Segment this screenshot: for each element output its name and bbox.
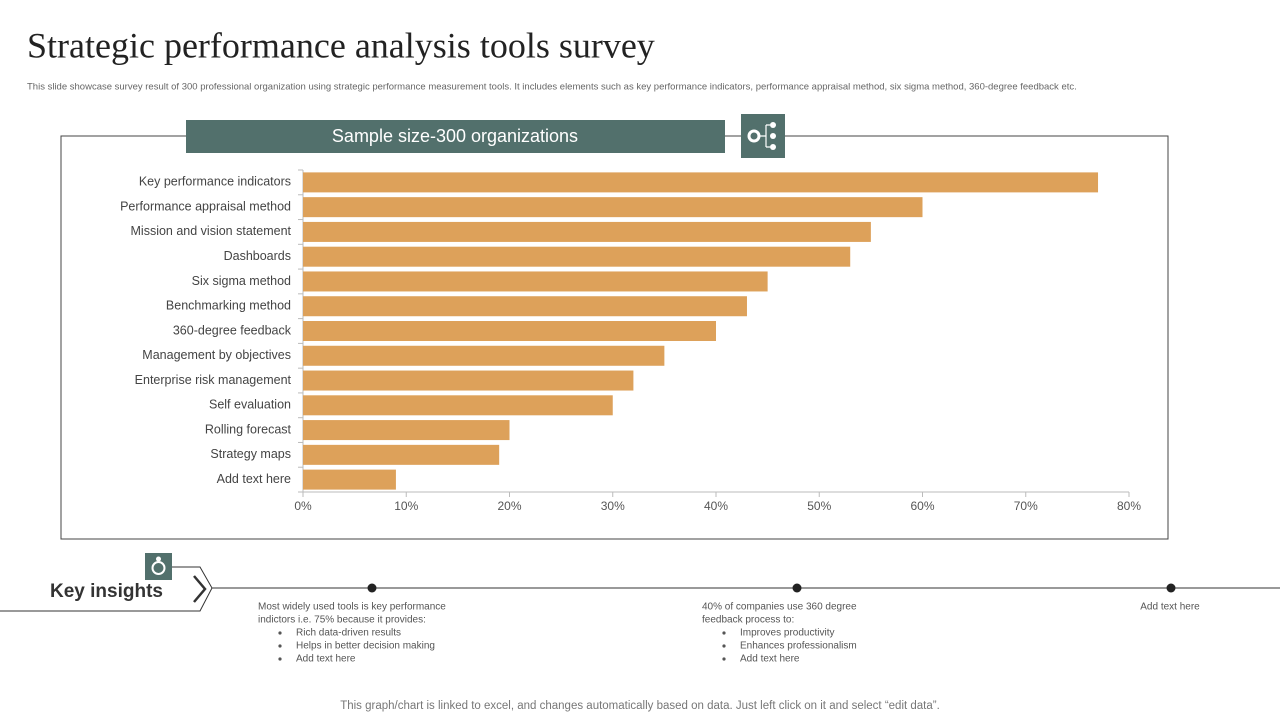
- y-tick-label: Strategy maps: [210, 447, 291, 461]
- banner-text: Sample size-300 organizations: [332, 126, 578, 146]
- timeline-dot: [1166, 583, 1176, 593]
- bullet: [722, 631, 726, 635]
- timeline-dot: [367, 583, 377, 593]
- bullet: [278, 631, 282, 635]
- bar: [303, 246, 851, 267]
- y-tick-label: Dashboards: [224, 249, 291, 263]
- banner: [186, 120, 725, 153]
- y-tick-label: Key performance indicators: [139, 175, 291, 189]
- y-tick-label: Performance appraisal method: [120, 199, 291, 213]
- bar: [303, 172, 1099, 193]
- bar: [303, 395, 613, 416]
- slide-title: Strategic performance analysis tools sur…: [27, 25, 655, 65]
- x-tick-label: 60%: [910, 499, 934, 513]
- x-tick-label: 50%: [807, 499, 831, 513]
- insight-bullet: Enhances professionalism: [740, 641, 857, 652]
- insights-title: Key insights: [50, 581, 163, 602]
- insights-decor: [0, 553, 1280, 612]
- insight-bullet: Improves productivity: [740, 628, 834, 639]
- y-tick-label: Self evaluation: [209, 398, 291, 412]
- y-tick-label: Management by objectives: [142, 348, 291, 362]
- banner-icon: [741, 114, 785, 158]
- x-tick-label: 30%: [601, 499, 625, 513]
- x-tick-label: 80%: [1117, 499, 1141, 513]
- x-tick-label: 10%: [394, 499, 418, 513]
- y-tick-label: Rolling forecast: [205, 422, 292, 436]
- y-tick-label: Six sigma method: [192, 274, 291, 288]
- bar: [303, 321, 716, 341]
- bullet: [722, 644, 726, 648]
- bar: [303, 469, 396, 490]
- footer-note: This graph/chart is linked to excel, and…: [340, 700, 940, 712]
- x-tick-label: 40%: [704, 499, 728, 513]
- y-tick-label: 360-degree feedback: [173, 323, 292, 337]
- x-tick-label: 0%: [294, 499, 312, 513]
- insight-text: Add text here: [1140, 602, 1200, 613]
- bullet: [278, 657, 282, 661]
- insight-text: Most widely used tools is key performanc…: [258, 602, 446, 613]
- insight-bullet: Helps in better decision making: [296, 641, 435, 652]
- bar: [303, 370, 634, 391]
- x-tick-label: 70%: [1014, 499, 1038, 513]
- bullet: [722, 657, 726, 661]
- insight-bullet: Add text here: [740, 654, 800, 665]
- bar: [303, 271, 768, 292]
- insight-text: feedback process to:: [702, 615, 794, 626]
- x-tick-label: 20%: [497, 499, 521, 513]
- y-tick-label: Enterprise risk management: [135, 373, 292, 387]
- bar: [303, 197, 923, 218]
- bar: [303, 221, 871, 242]
- insight-text: 40% of companies use 360 degree: [702, 602, 857, 613]
- insight-bullet: Add text here: [296, 654, 356, 665]
- bar: [303, 345, 665, 366]
- timeline-dot: [792, 583, 802, 593]
- y-tick-label: Add text here: [217, 472, 291, 486]
- bar: [303, 296, 747, 317]
- subtitle: This slide showcase survey result of 300…: [27, 82, 1077, 93]
- bullet: [278, 644, 282, 648]
- y-tick-label: Mission and vision statement: [131, 224, 292, 238]
- insight-text: indictors i.e. 75% because it provides:: [258, 615, 426, 626]
- bar: [303, 444, 500, 465]
- y-tick-label: Benchmarking method: [166, 299, 291, 313]
- insight-bullet: Rich data-driven results: [296, 628, 401, 639]
- bar: [303, 420, 510, 441]
